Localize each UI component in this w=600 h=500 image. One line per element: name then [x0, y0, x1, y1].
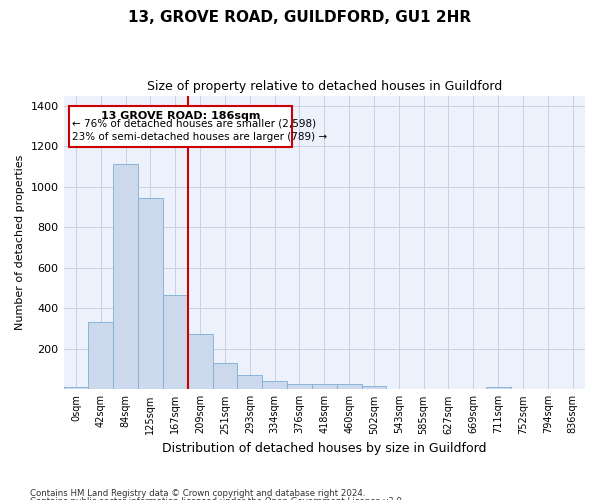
Text: Contains public sector information licensed under the Open Government Licence v3: Contains public sector information licen… [30, 497, 404, 500]
Bar [312, 384, 337, 390]
Bar [362, 386, 386, 390]
Bar [138, 198, 163, 390]
Text: Contains HM Land Registry data © Crown copyright and database right 2024.: Contains HM Land Registry data © Crown c… [30, 488, 365, 498]
Bar [68, 106, 292, 147]
Bar [88, 322, 113, 390]
Bar [287, 384, 312, 390]
Bar [238, 375, 262, 390]
Bar [163, 295, 188, 390]
Title: Size of property relative to detached houses in Guildford: Size of property relative to detached ho… [146, 80, 502, 93]
Text: 23% of semi-detached houses are larger (789) →: 23% of semi-detached houses are larger (… [72, 132, 328, 142]
Bar [64, 388, 88, 390]
Text: ← 76% of detached houses are smaller (2,598): ← 76% of detached houses are smaller (2,… [72, 119, 316, 129]
Text: 13 GROVE ROAD: 186sqm: 13 GROVE ROAD: 186sqm [101, 112, 260, 122]
Bar [113, 164, 138, 390]
Bar [262, 381, 287, 390]
X-axis label: Distribution of detached houses by size in Guildford: Distribution of detached houses by size … [162, 442, 487, 455]
Bar [188, 334, 212, 390]
Y-axis label: Number of detached properties: Number of detached properties [15, 154, 25, 330]
Bar [485, 388, 511, 390]
Bar [212, 363, 238, 390]
Text: 13, GROVE ROAD, GUILDFORD, GU1 2HR: 13, GROVE ROAD, GUILDFORD, GU1 2HR [128, 10, 472, 25]
Bar [337, 384, 362, 390]
